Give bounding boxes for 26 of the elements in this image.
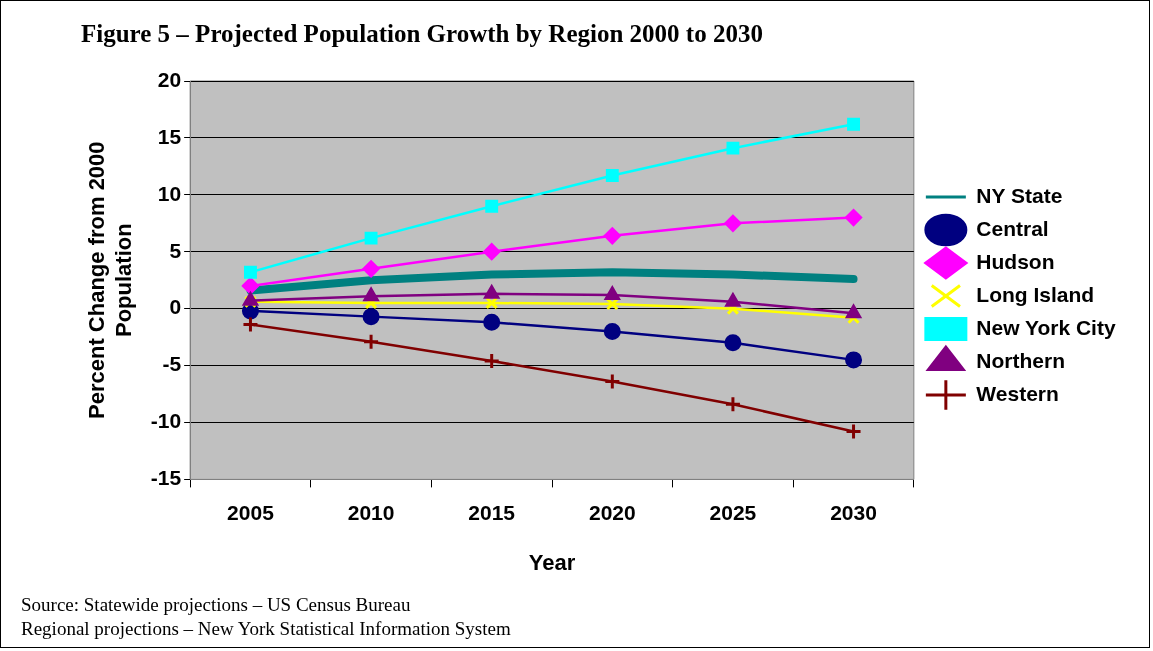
y-tick-label: -5: [162, 352, 182, 376]
y-tick-label: -10: [150, 409, 182, 433]
x-tick-label: 2010: [347, 500, 395, 524]
y-axis-title: Percent Change from 2000 Population: [84, 141, 136, 419]
x-tick-label: 2025: [709, 500, 757, 524]
y-tick-label: 0: [169, 295, 182, 319]
x-tick-label: 2020: [588, 500, 636, 524]
y-tick-label: 15: [157, 124, 182, 148]
y-tick-label: 10: [157, 181, 182, 205]
y-tick-label: -15: [150, 466, 182, 490]
legend-label: NY State: [976, 183, 1063, 207]
legend-label: Northern: [976, 348, 1066, 372]
legend-label: Hudson: [976, 249, 1055, 273]
source-note: Source: Statewide projections – US Census Bureau: [21, 593, 412, 617]
text: Regional projections – New York Statistical Information System: [21, 617, 512, 641]
legend-label: Western: [976, 381, 1059, 405]
x-axis-title: Year: [528, 549, 576, 575]
y-tick-label: 20: [157, 67, 182, 91]
x-tick-label: 2015: [468, 500, 516, 524]
y-tick-label: 5: [169, 238, 182, 262]
legend-label: New York City: [976, 315, 1116, 339]
x-tick-label: 2005: [227, 500, 275, 524]
legend-label: Long Island: [976, 282, 1095, 306]
chart-title: Figure 5 – Projected Population Growth by Region 2000 to 2030: [81, 20, 763, 48]
legend-label: Central: [976, 216, 1049, 240]
x-tick-label: 2030: [830, 500, 877, 524]
